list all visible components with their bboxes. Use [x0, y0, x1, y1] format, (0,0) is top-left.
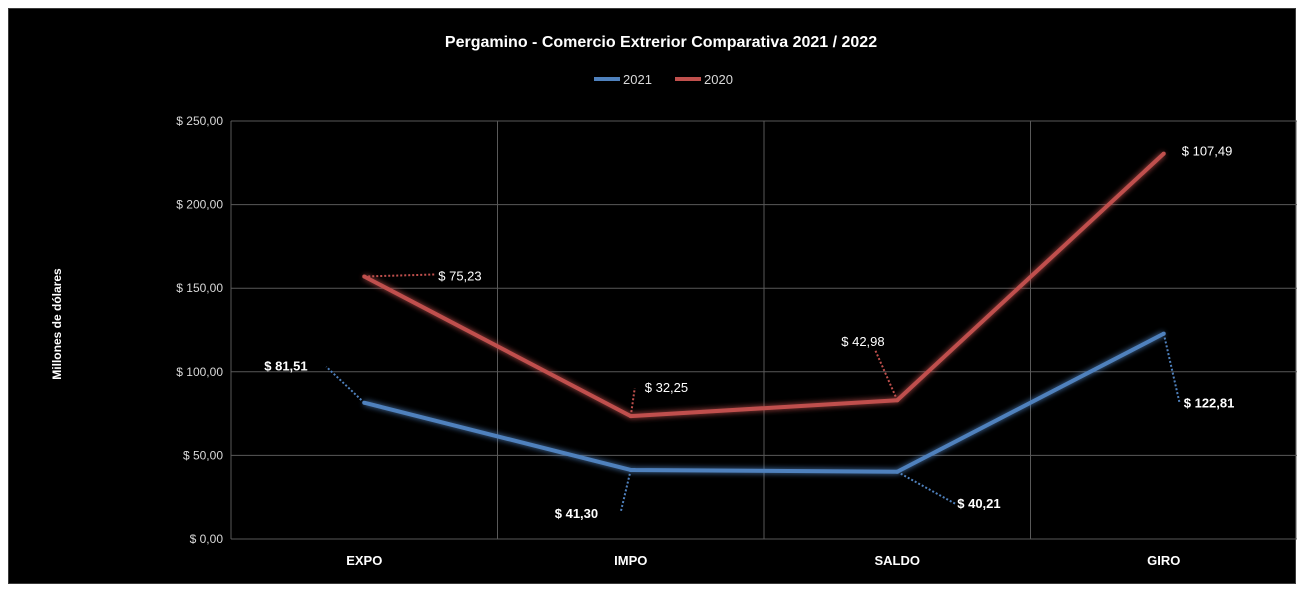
- series-lines: [362, 151, 1166, 474]
- gridlines: [230, 120, 1297, 540]
- data-label-2021-giro: $ 122,81: [1184, 396, 1235, 411]
- leader-line-2021-giro: [1162, 333, 1181, 404]
- data-point-2021-giro: [1161, 331, 1166, 336]
- data-point-2021-expo: [362, 400, 367, 405]
- y-tick-label: $ 0,00: [190, 532, 224, 546]
- chart-area: Pergamino - Comercio Extrerior Comparati…: [8, 8, 1297, 584]
- data-label-2020-saldo: $ 42,98: [841, 334, 884, 349]
- data-point-2021-impo: [628, 467, 633, 472]
- y-tick-label: $ 200,00: [176, 198, 223, 212]
- series-line-2020: [363, 152, 1166, 419]
- x-tick-label: SALDO: [875, 553, 921, 568]
- y-tick-label: $ 50,00: [183, 448, 223, 462]
- data-label-2020-expo: $ 75,23: [438, 268, 481, 283]
- y-tick-label: $ 150,00: [176, 281, 223, 295]
- data-label-2021-expo: $ 81,51: [264, 359, 307, 374]
- data-label-2021-impo: $ 41,30: [555, 506, 598, 521]
- data-point-2020-giro: [1161, 151, 1166, 156]
- x-tick-label: EXPO: [346, 553, 382, 568]
- line-chart: Pergamino - Comercio Extrerior Comparati…: [50, 34, 1297, 568]
- leader-line-2020-saldo: [874, 349, 899, 401]
- leader-line-2021-expo: [325, 365, 365, 404]
- y-tick-label: $ 100,00: [176, 365, 223, 379]
- legend: 2021 2020: [594, 72, 733, 87]
- data-label-leaders: [325, 273, 1181, 513]
- chart-title: Pergamino - Comercio Extrerior Comparati…: [445, 34, 877, 51]
- x-axis-ticks: EXPO IMPO SALDO GIRO: [346, 553, 1180, 568]
- y-tick-label: $ 250,00: [176, 114, 223, 128]
- leader-line-2021-impo: [619, 469, 632, 513]
- legend-label-2021: 2021: [623, 72, 652, 87]
- series-line-2021: [363, 331, 1165, 474]
- x-tick-label: GIRO: [1147, 553, 1180, 568]
- leader-line-2021-saldo: [896, 470, 956, 505]
- legend-label-2020: 2020: [704, 72, 733, 87]
- data-labels: $ 81,51 $ 41,30 $ 40,21 $ 122,81 $ 75,23 $ 32…: [264, 144, 1234, 521]
- data-point-2020-saldo: [895, 398, 900, 403]
- data-point-2020-impo: [628, 414, 633, 419]
- data-label-2020-impo: $ 32,25: [645, 380, 688, 395]
- x-tick-label: IMPO: [614, 553, 647, 568]
- leader-line-2020-impo: [629, 387, 636, 417]
- leader-line-2020-expo: [364, 273, 435, 278]
- data-point-2021-saldo: [895, 469, 900, 474]
- y-axis-label: Millones de dólares: [50, 268, 64, 380]
- data-label-2020-giro: $ 107,49: [1182, 144, 1233, 159]
- y-axis-ticks: $ 0,00 $ 50,00 $ 100,00 $ 150,00 $ 200,00 $ 2…: [176, 114, 223, 546]
- data-point-2020-expo: [362, 274, 367, 279]
- data-label-2021-saldo: $ 40,21: [957, 496, 1000, 511]
